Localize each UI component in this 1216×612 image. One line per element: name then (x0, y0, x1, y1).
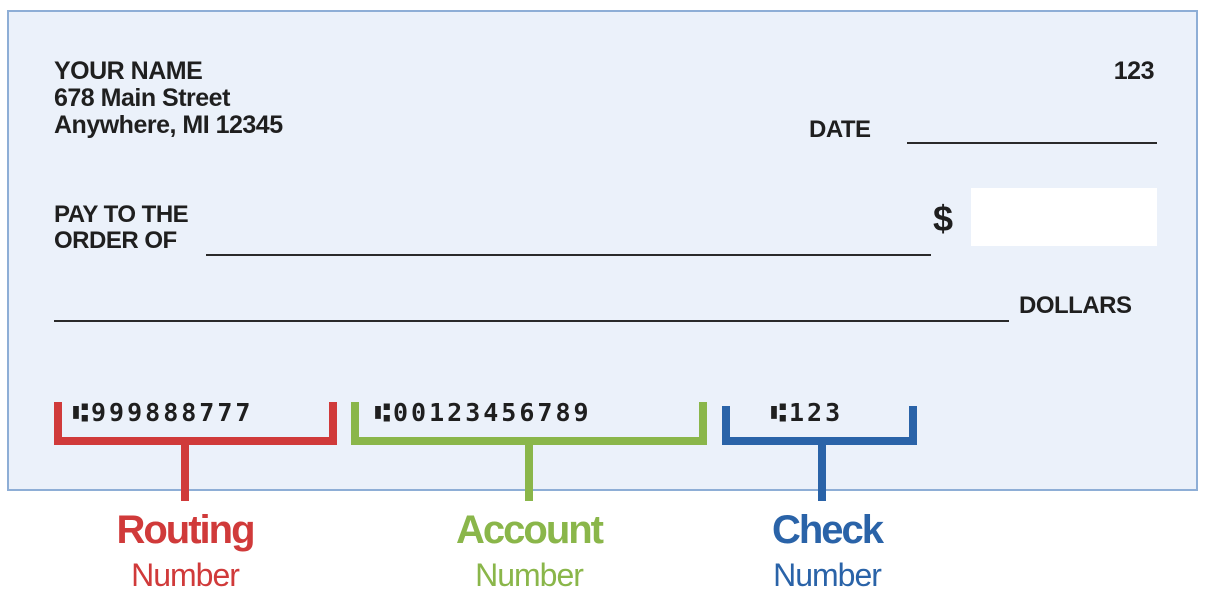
check-label-subtitle: Number (773, 557, 882, 593)
routing-label-title: Routing (116, 508, 255, 552)
amount-box (971, 188, 1157, 246)
account-label-subtitle: Number (475, 557, 584, 593)
pay-to-label: PAY TO THE ORDER OF (54, 201, 189, 254)
payee-line (206, 254, 931, 256)
written-amount-line (54, 320, 1009, 322)
account-label-title: Account (456, 508, 604, 552)
dollar-sign: $ (933, 198, 953, 239)
micr-account: ⑆00123456789 (375, 398, 592, 427)
micr-routing: ⑆999888777 (73, 398, 254, 427)
address-line-2: Anywhere, MI 12345 (54, 111, 283, 139)
owner-address-block: YOUR NAME 678 Main Street Anywhere, MI 1… (54, 58, 283, 139)
date-line (907, 142, 1157, 144)
pay-to-line-1: PAY TO THE (54, 201, 189, 228)
check-bracket (722, 406, 917, 501)
check-label-title: Check (771, 508, 884, 552)
owner-name: YOUR NAME (54, 57, 203, 85)
pay-to-line-2: ORDER OF (54, 227, 177, 254)
check-body: YOUR NAME 678 Main Street Anywhere, MI 1… (7, 10, 1198, 491)
dollars-label: DOLLARS (1019, 292, 1132, 319)
routing-bracket (54, 402, 337, 501)
micr-check: ⑆123 (771, 398, 844, 427)
account-bracket (351, 402, 707, 501)
address-line-1: 678 Main Street (54, 84, 230, 112)
check-number: 123 (1113, 57, 1155, 85)
date-label: DATE (809, 116, 871, 143)
routing-label-subtitle: Number (131, 557, 240, 593)
